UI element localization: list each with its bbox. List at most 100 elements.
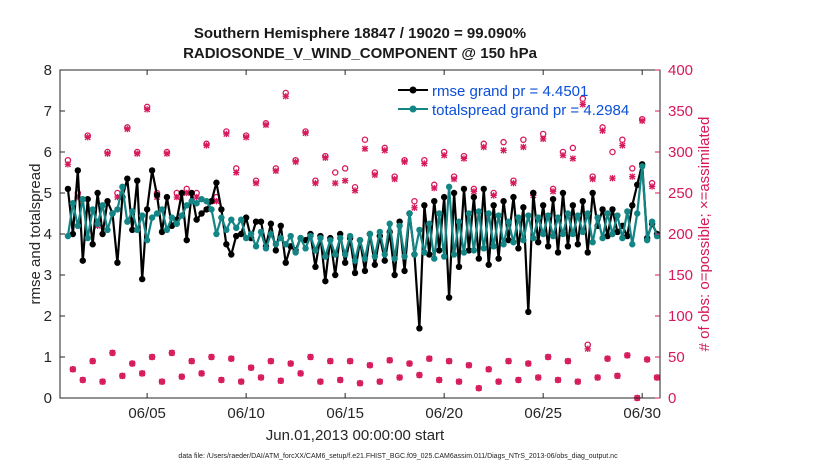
obs-assimilated-point: [460, 155, 468, 162]
obs-assimilated-point: [505, 357, 512, 365]
obs-assimilated-point: [262, 121, 270, 129]
obs-assimilated-point: [396, 374, 403, 381]
rmse-point: [252, 218, 260, 225]
totalspread-point: [416, 226, 423, 234]
totalspread-point: [237, 216, 245, 223]
totalspread-point: [470, 247, 478, 254]
totalspread-point: [361, 255, 369, 262]
x-axis-label: Jun.01,2013 00:00:00 start: [266, 427, 445, 444]
totalspread-point: [574, 212, 582, 219]
rmse-point: [341, 259, 349, 266]
chart-title: Southern Hemisphere 18847 / 19020 = 99.0…: [194, 25, 526, 42]
obs-assimilated-point: [69, 366, 77, 373]
totalspread-point: [178, 212, 185, 219]
rmse-point: [143, 206, 151, 213]
rmse-point: [426, 251, 433, 258]
totalspread-point: [94, 220, 101, 227]
totalspread-point: [584, 210, 591, 217]
obs-assimilated-point: [569, 155, 577, 162]
obs-assimilated-point: [99, 378, 106, 385]
totalspread-point: [450, 251, 458, 258]
totalspread-point: [272, 241, 280, 248]
obs-assimilated-point: [124, 125, 131, 133]
data-file-footer: data file: /Users/raeder/DAI/ATM_forcXX/…: [178, 453, 618, 460]
y-right-tick-label: 200: [668, 226, 693, 243]
rmse-point: [124, 175, 131, 182]
obs-assimilated-point: [336, 376, 344, 384]
totalspread-point: [143, 236, 151, 244]
obs-assimilated-point: [391, 175, 398, 183]
y-tick-label: 8: [44, 62, 52, 79]
y-tick-label: 0: [44, 390, 52, 407]
obs-assimilated-point: [312, 179, 319, 187]
totalspread-point: [317, 234, 324, 242]
totalspread-point: [406, 210, 413, 217]
obs-assimilated-point: [267, 357, 275, 365]
obs-assimilated-point: [475, 384, 483, 392]
totalspread-point: [634, 210, 641, 217]
x-tick-label: 06/05: [128, 405, 166, 422]
obs-assimilated-point: [134, 150, 141, 157]
obs-assimilated-point: [579, 101, 586, 108]
y-axis-label: rmse and totalspread: [27, 164, 44, 305]
obs-assimilated-point: [416, 371, 423, 379]
obs-assimilated-point: [431, 184, 438, 192]
totalspread-point: [520, 236, 527, 244]
rmse-point: [401, 267, 408, 275]
totalspread-point: [480, 245, 487, 252]
totalspread-point: [366, 230, 374, 238]
rmse-point: [351, 269, 359, 277]
totalspread-point: [124, 218, 131, 225]
rmse-point: [69, 230, 77, 238]
totalspread-point: [307, 232, 314, 240]
totalspread-point: [228, 216, 235, 223]
totalspread-point: [74, 222, 82, 229]
obs-assimilated-point: [450, 175, 458, 183]
rmse-point: [614, 228, 621, 236]
rmse-point: [148, 167, 156, 174]
obs-assimilated-point: [386, 357, 393, 364]
totalspread-point: [69, 200, 77, 207]
rmse-point: [282, 259, 289, 266]
y-tick-label: 6: [44, 144, 52, 161]
rmse-point: [233, 232, 240, 240]
y-right-tick-label: 50: [668, 349, 685, 366]
rmse-point: [361, 267, 369, 275]
obs-assimilated-point: [406, 360, 413, 367]
obs-assimilated-point: [173, 193, 181, 201]
obs-possible-point: [609, 148, 616, 156]
rmse-point: [460, 185, 468, 193]
obs-assimilated-point: [282, 93, 289, 100]
rmse-point: [559, 189, 567, 197]
totalspread-point: [148, 214, 156, 221]
obs-assimilated-point: [237, 378, 245, 385]
totalspread-point: [589, 239, 596, 246]
obs-assimilated-point: [84, 134, 91, 141]
rmse-point: [599, 206, 606, 213]
totalspread-point: [327, 236, 334, 244]
obs-assimilated-point: [376, 378, 384, 385]
obs-assimilated-point: [272, 167, 280, 175]
totalspread-point: [297, 234, 304, 242]
obs-assimilated-point: [208, 353, 215, 361]
rmse-point: [431, 198, 438, 205]
rmse-point: [213, 179, 220, 186]
totalspread-point: [609, 230, 616, 238]
y-tick-label: 3: [44, 267, 52, 284]
obs-assimilated-point: [490, 192, 497, 199]
totalspread-point: [485, 210, 492, 217]
totalspread-point: [604, 210, 611, 217]
legend-rmse-label: rmse grand pr = 4.4501: [432, 83, 588, 100]
rmse-point: [530, 189, 537, 197]
totalspread-point: [163, 226, 171, 234]
rmse-point: [569, 202, 577, 209]
obs-assimilated-point: [648, 183, 656, 190]
y-tick-label: 4: [44, 226, 52, 243]
y-tick-label: 1: [44, 349, 52, 366]
obs-assimilated-point: [104, 150, 111, 157]
totalspread-point: [322, 253, 329, 260]
obs-assimilated-point: [252, 179, 260, 187]
rmse-point: [535, 239, 542, 246]
obs-assimilated-point: [624, 352, 631, 359]
